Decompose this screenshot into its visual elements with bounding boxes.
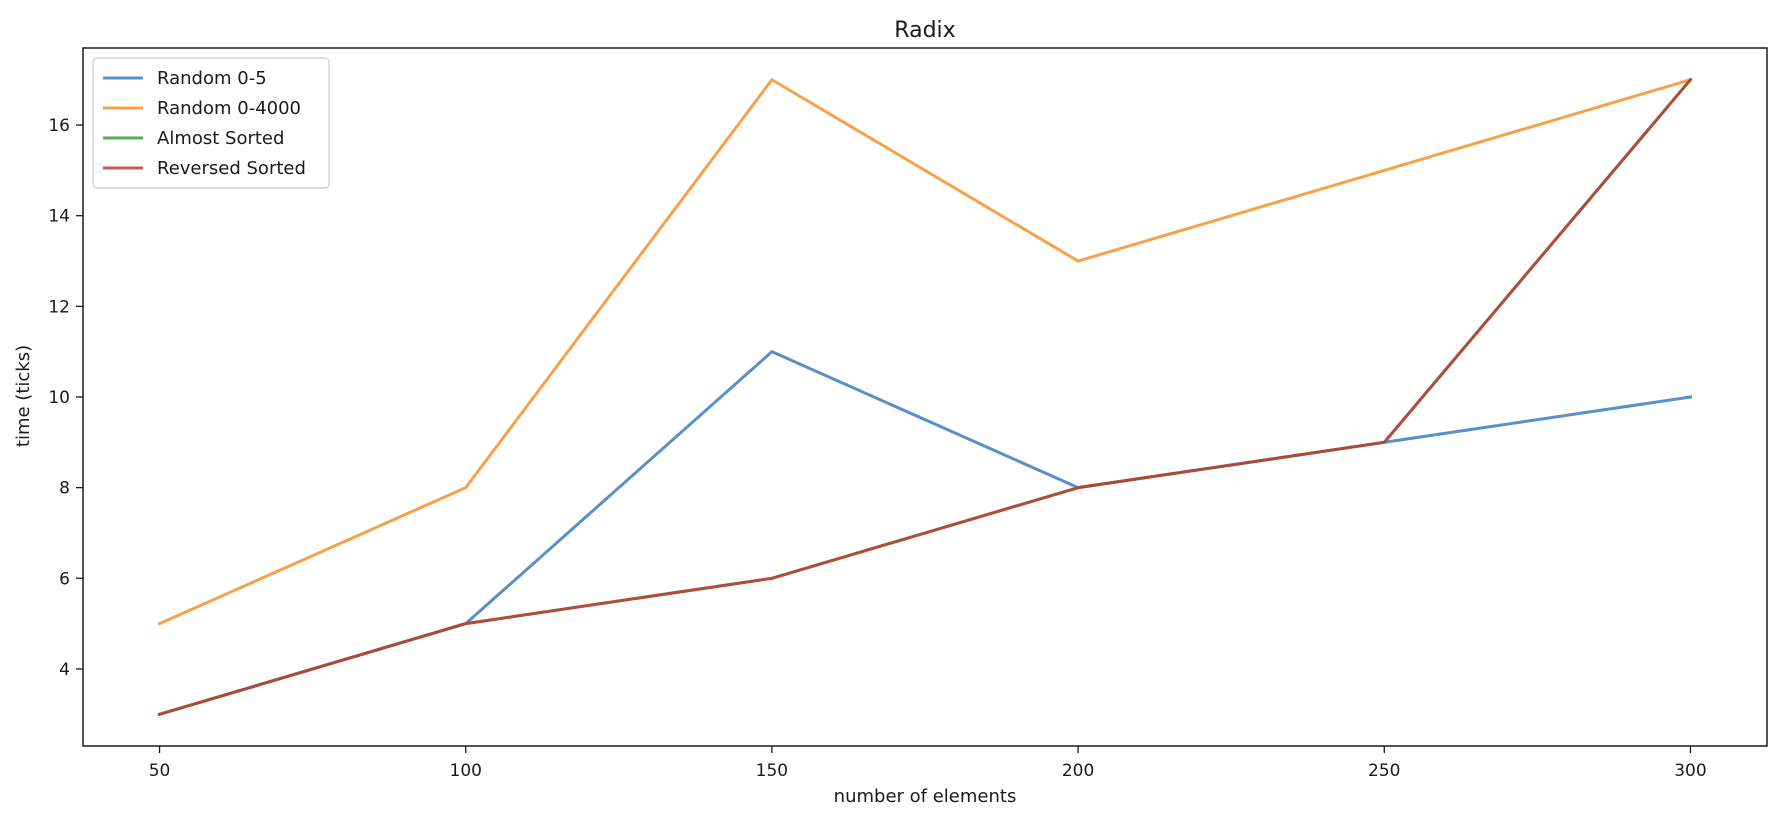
plot-area [157, 77, 1693, 717]
y-tick-label: 10 [48, 388, 70, 408]
y-tick-label: 12 [48, 297, 70, 317]
y-axis-label: time (ticks) [13, 345, 34, 447]
y-tick-label: 6 [59, 569, 70, 589]
x-tick-label: 50 [149, 761, 171, 781]
x-tick-label: 150 [756, 761, 788, 781]
series-line-3 [157, 77, 1693, 717]
y-tick-label: 14 [48, 207, 70, 227]
x-tick-label: 100 [450, 761, 482, 781]
series-line-2 [157, 77, 1693, 626]
x-tick-label: 200 [1062, 761, 1094, 781]
axes: 50 100 150 200 250 300 4 6 8 10 12 14 16 [48, 47, 1768, 781]
chart-title: Radix [894, 18, 955, 43]
legend-box [92, 57, 330, 189]
x-tick-label: 300 [1674, 761, 1706, 781]
x-tick-label: 250 [1368, 761, 1400, 781]
y-tick-label: 16 [48, 116, 70, 136]
legend-entry-label: Almost Sorted [157, 128, 284, 149]
legend-entry-label: Random 0-5 [157, 68, 267, 89]
series-line-4 [157, 77, 1693, 717]
x-axis-label: number of elements [834, 786, 1017, 807]
legend: Random 0-5 Random 0-4000 Almost Sorted Reve… [92, 57, 330, 189]
legend-entry-label: Reversed Sorted [157, 158, 306, 179]
legend-entry-label: Random 0-4000 [157, 98, 301, 119]
y-tick-label: 8 [59, 479, 70, 499]
y-tick-label: 4 [59, 660, 70, 680]
plot-frame [82, 47, 1768, 747]
